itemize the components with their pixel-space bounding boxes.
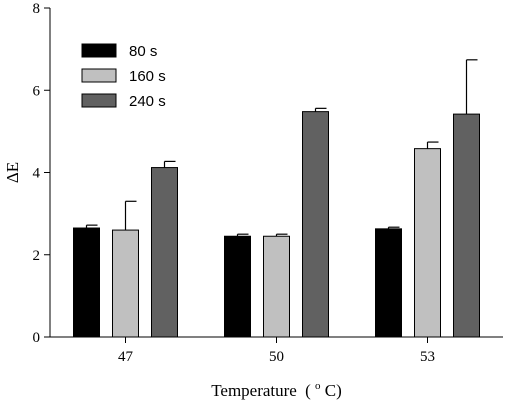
y-tick-label: 2 xyxy=(33,248,41,264)
legend-label-240s: 240 s xyxy=(129,93,166,110)
y-tick-label: 8 xyxy=(33,1,41,17)
x-tick-label: 47 xyxy=(118,349,134,365)
legend-label-80s: 80 s xyxy=(129,43,157,60)
y-axis-title: ΔE xyxy=(3,162,22,183)
bar-50-80s xyxy=(224,235,251,338)
y-tick-label: 4 xyxy=(33,166,41,182)
error-bars-layer xyxy=(85,59,478,237)
x-axis-unit: C) xyxy=(325,381,342,400)
x-tick-label: 53 xyxy=(420,349,435,365)
x-tick-label: 50 xyxy=(269,349,284,365)
bars-layer xyxy=(73,111,480,338)
x-axis-title: Temperature ( o C) xyxy=(211,374,342,400)
bar-50-240s xyxy=(302,111,329,338)
legend-swatch-80s xyxy=(81,43,117,58)
legend-label-160s: 160 s xyxy=(129,68,166,85)
axes-layer: 47 50 53 0 2 4 6 8 xyxy=(33,1,503,365)
bar-53-80s xyxy=(375,228,402,338)
bar-53-240s xyxy=(453,113,480,338)
bar-47-80s xyxy=(73,227,100,338)
legend: 80 s 160 s 240 s xyxy=(81,43,166,110)
bar-53-160s xyxy=(414,148,441,338)
x-axis-unit-open: ( xyxy=(305,381,311,400)
bar-50-160s xyxy=(263,235,290,338)
legend-swatch-240s xyxy=(81,93,117,108)
legend-swatch-160s xyxy=(81,68,117,83)
x-axis-title-text: Temperature xyxy=(211,381,297,400)
y-tick-label: 0 xyxy=(33,330,41,346)
x-axis-unit-superscript: o xyxy=(315,380,321,392)
bar-47-240s xyxy=(151,167,178,338)
bar-47-160s xyxy=(112,229,139,338)
y-tick-label: 6 xyxy=(33,83,41,99)
